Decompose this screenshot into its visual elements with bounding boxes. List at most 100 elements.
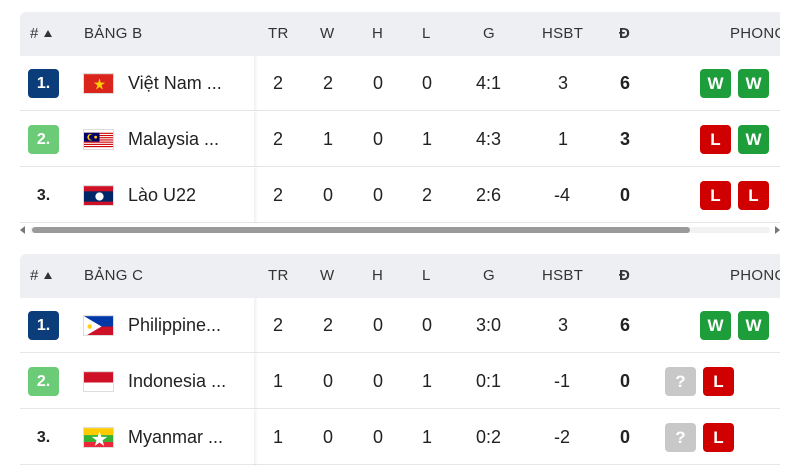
played-value: 2 <box>273 185 284 205</box>
table-header: # BẢNG C TR W H L G HSBT Đ PHONG <box>20 254 786 298</box>
losses-value: 0 <box>422 73 433 93</box>
draws-value: 0 <box>373 427 384 447</box>
played-column-header[interactable]: TR <box>268 267 289 284</box>
form-badge-win[interactable]: W <box>738 69 769 98</box>
form-badge-win[interactable]: W <box>738 311 769 340</box>
points-value: 6 <box>620 315 631 335</box>
form-badge-loss[interactable]: L <box>703 367 734 396</box>
draws-column-header[interactable]: H <box>372 267 384 284</box>
goal-diff-column-header[interactable]: HSBT <box>542 267 584 284</box>
wins-value: 0 <box>323 371 334 391</box>
horizontal-scrollbar[interactable] <box>20 224 780 234</box>
team-name[interactable]: Lào U22 <box>128 185 197 205</box>
draws-value: 0 <box>373 73 384 93</box>
draws-column-header[interactable]: H <box>372 25 384 42</box>
wins-value: 2 <box>323 315 334 335</box>
losses-column-header[interactable]: L <box>422 267 431 284</box>
form-badge-win[interactable]: W <box>700 311 731 340</box>
form-badge-unknown[interactable]: ? <box>665 367 696 396</box>
rank-label: 3. <box>36 187 51 204</box>
form-badge-loss[interactable]: L <box>703 423 734 452</box>
draws-value: 0 <box>373 371 384 391</box>
form-badge-loss[interactable]: L <box>700 181 731 210</box>
goal-diff-value: 3 <box>558 73 569 93</box>
vietnam-flag-icon <box>83 73 114 94</box>
sort-up-icon <box>43 30 52 37</box>
form-badge-loss[interactable]: L <box>738 181 769 210</box>
form-badge-loss[interactable]: L <box>700 125 731 154</box>
losses-value: 1 <box>422 129 433 149</box>
form-badge-unknown[interactable]: ? <box>665 423 696 452</box>
philippines-flag-icon <box>83 315 114 336</box>
wins-value: 2 <box>323 73 334 93</box>
team-name[interactable]: Malaysia ... <box>128 129 220 149</box>
goals-column-header[interactable]: G <box>483 25 495 42</box>
points-value: 3 <box>620 129 631 149</box>
played-value: 1 <box>273 427 284 447</box>
rank-column-header[interactable]: # <box>30 12 52 56</box>
group-name-header: BẢNG B <box>84 25 143 42</box>
losses-value: 1 <box>422 371 433 391</box>
played-column-header[interactable]: TR <box>268 25 289 42</box>
draws-value: 0 <box>373 185 384 205</box>
rank-badge: 1. <box>28 311 59 340</box>
table-header: # BẢNG B TR W H L G HSBT Đ PHONG <box>20 12 786 56</box>
wins-column-header[interactable]: W <box>320 25 335 42</box>
points-value: 0 <box>620 427 631 447</box>
played-value: 1 <box>273 371 284 391</box>
goals-value: 0:1 <box>476 371 502 391</box>
losses-value: 0 <box>422 315 433 335</box>
played-value: 2 <box>273 315 284 335</box>
scrollbar-thumb[interactable] <box>32 227 690 233</box>
points-column-header[interactable]: Đ <box>619 267 631 284</box>
goals-value: 3:0 <box>476 315 502 335</box>
goals-value: 0:2 <box>476 427 502 447</box>
laos-flag-icon <box>83 185 114 206</box>
rank-column-header[interactable]: # <box>30 254 52 298</box>
losses-column-header[interactable]: L <box>422 25 431 42</box>
draws-value: 0 <box>373 315 384 335</box>
points-column-header[interactable]: Đ <box>619 25 631 42</box>
losses-value: 1 <box>422 427 433 447</box>
points-value: 6 <box>620 73 631 93</box>
table-row[interactable]: 2. Indonesia ... 1 0 0 1 0:1 -1 0 ? L <box>20 354 780 409</box>
goals-value: 2:6 <box>476 185 502 205</box>
wins-value: 1 <box>323 129 334 149</box>
form-badge-win[interactable]: W <box>700 69 731 98</box>
myanmar-flag-icon <box>83 427 114 448</box>
goal-diff-value: 1 <box>558 129 569 149</box>
form-column-header: PHONG <box>730 267 787 284</box>
goal-diff-column-header[interactable]: HSBT <box>542 25 584 42</box>
goals-column-header[interactable]: G <box>483 267 495 284</box>
group-name-header: BẢNG C <box>84 267 144 284</box>
goal-diff-value: -2 <box>554 427 571 447</box>
rank-label: 3. <box>36 429 51 446</box>
malaysia-flag-icon <box>83 129 114 150</box>
draws-value: 0 <box>373 129 384 149</box>
table-row[interactable]: 1. Việt Nam ... 2 2 0 0 4:1 3 6 W W <box>20 56 780 111</box>
team-name[interactable]: Indonesia ... <box>128 371 227 391</box>
table-row[interactable]: 3. Myanmar ... 1 0 0 1 0:2 -2 0 ? L <box>20 410 780 465</box>
table-row[interactable]: 3. Lào U22 2 0 0 2 2:6 -4 0 L L <box>20 168 780 223</box>
wins-column-header[interactable]: W <box>320 267 335 284</box>
goals-value: 4:1 <box>476 73 502 93</box>
team-name[interactable]: Việt Nam ... <box>128 73 222 93</box>
goal-diff-value: -4 <box>554 185 571 205</box>
indonesia-flag-icon <box>83 371 114 392</box>
scroll-right-icon[interactable] <box>775 226 780 234</box>
form-badge-win[interactable]: W <box>738 125 769 154</box>
table-row[interactable]: 1. Philippine... 2 2 0 0 3:0 3 6 W W <box>20 298 780 353</box>
table-row[interactable]: 2. Malaysia ... 2 1 0 1 4:3 1 3 <box>20 112 780 167</box>
played-value: 2 <box>273 129 284 149</box>
rank-badge: 2. <box>28 367 59 396</box>
wins-value: 0 <box>323 185 334 205</box>
scroll-left-icon[interactable] <box>20 226 25 234</box>
wins-value: 0 <box>323 427 334 447</box>
team-name[interactable]: Myanmar ... <box>128 427 224 447</box>
sort-up-icon <box>43 272 52 279</box>
form-column-header: PHONG <box>730 25 787 42</box>
rank-badge: 1. <box>28 69 59 98</box>
points-value: 0 <box>620 185 631 205</box>
team-name[interactable]: Philippine... <box>128 315 222 335</box>
rank-badge: 2. <box>28 125 59 154</box>
